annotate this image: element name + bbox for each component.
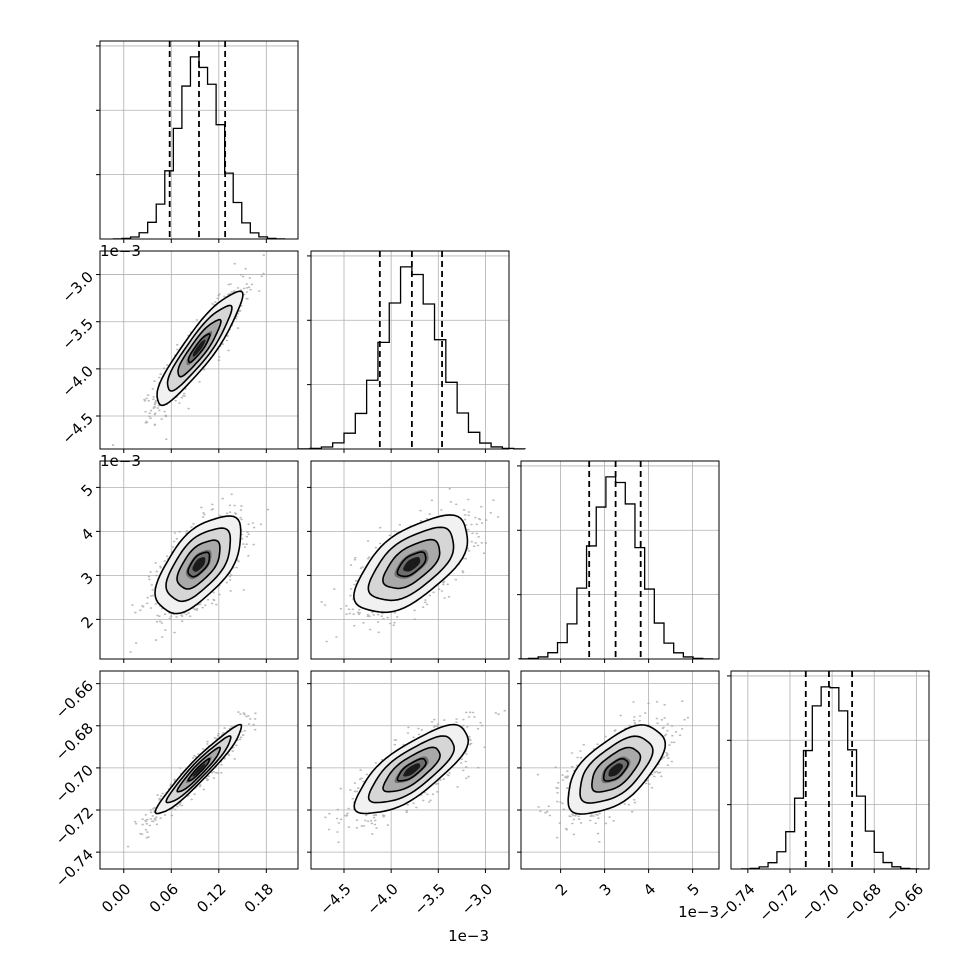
contour-line (367, 526, 455, 602)
panel-frame (310, 670, 510, 870)
y-tick-label: −0.70 (52, 761, 97, 806)
y-tick-label: 3 (78, 569, 97, 588)
contour-line (396, 551, 427, 578)
x-tick-label: −4.5 (316, 880, 354, 918)
density-band (403, 763, 421, 777)
panel-1-1 (298, 250, 526, 450)
panel-frame (99, 460, 299, 660)
x-tick-label: 3 (596, 880, 615, 899)
density-band (192, 339, 206, 357)
histogram-step (518, 476, 714, 660)
contour-line (567, 724, 667, 815)
x-offset-label: 1e−3 (448, 927, 489, 945)
panel-frame (310, 250, 510, 450)
contour-line (591, 746, 642, 793)
y-tick-label: −4.0 (59, 362, 97, 400)
panel-content (536, 700, 690, 843)
panel-2-1 (310, 460, 510, 660)
y-tick-label: 5 (78, 481, 97, 500)
histogram-step (740, 686, 920, 870)
panel-frame (99, 250, 299, 450)
panel-content (311, 709, 506, 853)
x-tick-label: −3.5 (411, 880, 449, 918)
contour-line (396, 757, 427, 782)
contour-line (166, 304, 233, 392)
x-tick-label: 0.18 (241, 880, 277, 916)
panel-0-0 (99, 40, 299, 240)
x-offset-label: 1e−3 (678, 903, 719, 921)
contour-line (176, 746, 222, 793)
x-tick-label: −4.0 (363, 880, 401, 918)
x-tick-label: 4 (640, 880, 659, 899)
y-tick-label: −3.5 (59, 315, 97, 353)
panel-frame (310, 460, 510, 660)
panel-2-2 (518, 460, 720, 660)
y-tick-label: −0.68 (52, 719, 97, 764)
x-tick-label: −0.70 (798, 880, 843, 925)
panel-frame (99, 40, 299, 240)
y-tick-label: 2 (78, 613, 97, 632)
panel-content (320, 488, 500, 643)
x-tick-label: −0.74 (713, 880, 758, 925)
panel-3-2 (520, 670, 720, 870)
density-band (608, 763, 624, 777)
contour-line (382, 538, 441, 590)
panel-content (129, 493, 270, 653)
panel-3-3 (730, 670, 930, 870)
contour-line (154, 515, 242, 615)
panel-frame (520, 670, 720, 870)
y-offset-label: 1e−3 (100, 452, 141, 470)
contour-line (353, 723, 470, 815)
density-band (192, 763, 206, 777)
contour-line (382, 746, 441, 793)
panel-3-0 (99, 670, 299, 870)
density-band (403, 557, 421, 572)
contour-line (165, 735, 232, 804)
y-tick-label: −4.5 (59, 409, 97, 447)
contour-line (367, 735, 456, 804)
y-tick-label: −0.66 (52, 677, 97, 722)
contour-line (187, 551, 211, 578)
contour-line (187, 333, 211, 364)
histogram-step (298, 266, 526, 450)
x-tick-label: 5 (684, 880, 703, 899)
density-band (192, 557, 206, 572)
panel-frame (520, 460, 720, 660)
y-tick-label: −0.72 (52, 803, 97, 848)
contour-line (177, 318, 222, 378)
x-tick-label: 0.06 (146, 880, 182, 916)
y-tick-label: −0.74 (52, 845, 97, 890)
panel-2-0 (99, 460, 299, 660)
contour-line (579, 735, 654, 804)
contour-line (187, 757, 211, 782)
contour-line (156, 290, 244, 407)
panel-frame (730, 670, 930, 870)
x-tick-label: −0.68 (840, 880, 885, 925)
panel-frame (99, 670, 299, 870)
panel-content (126, 711, 257, 848)
x-tick-label: 0.12 (193, 880, 229, 916)
contour-line (176, 539, 221, 590)
x-tick-label: 2 (552, 880, 571, 899)
x-tick-label: −0.72 (755, 880, 800, 925)
contour-line (154, 723, 243, 815)
contour-line (165, 527, 232, 603)
panel-3-1 (310, 670, 510, 870)
contour-line (602, 757, 629, 782)
x-tick-label: 0.00 (98, 880, 134, 916)
panel-1-0 (99, 250, 299, 450)
y-tick-label: −3.0 (59, 268, 97, 306)
y-tick-label: 4 (78, 525, 97, 544)
x-tick-label: −0.66 (882, 880, 927, 925)
contour-line (352, 514, 469, 614)
panel-content (111, 254, 265, 446)
x-tick-label: −3.0 (458, 880, 496, 918)
y-offset-label: 1e−3 (100, 242, 141, 260)
